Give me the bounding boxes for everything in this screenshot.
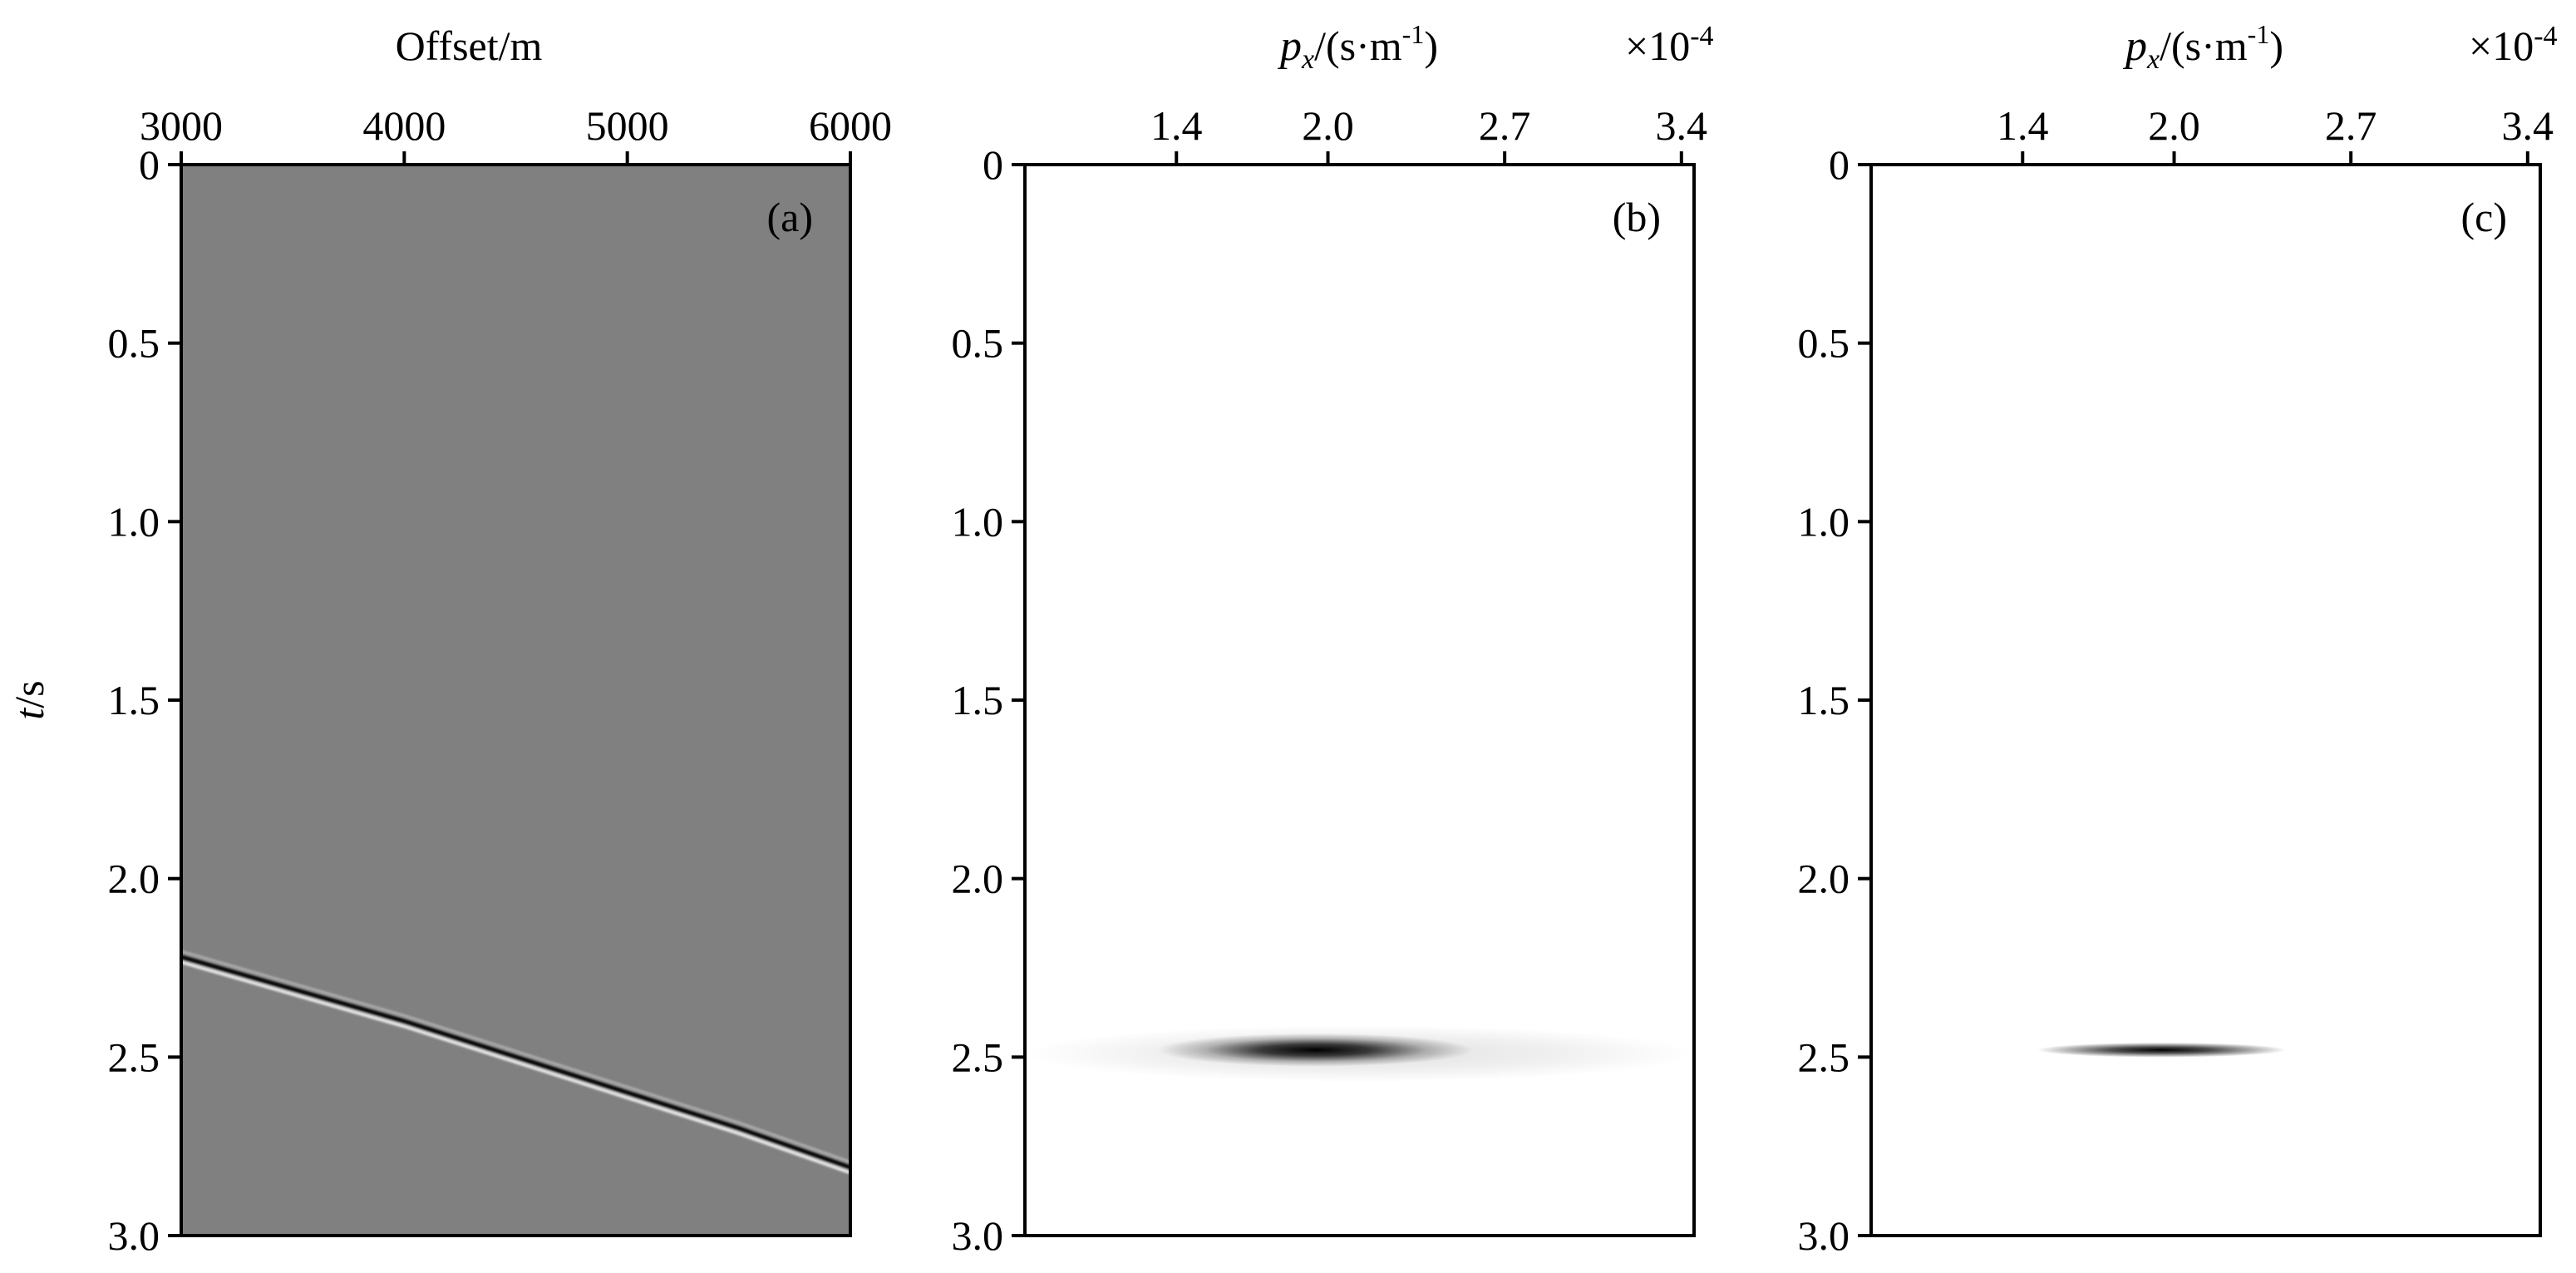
panel-b-xtick-label-1: 2.0 [1302, 102, 1354, 149]
panel-c-xlabel-italic: p [2122, 22, 2147, 70]
panel-a-event-halo-upper [180, 950, 851, 1163]
panel-c-ytick-label-4: 2.0 [1798, 856, 1850, 902]
panel-b-label: (b) [1613, 194, 1661, 240]
panel-b-xlabel-sup: -1 [1402, 19, 1425, 49]
panel-b-xlabel-close: ) [1424, 22, 1438, 69]
panel-a-ytick-label-2: 1.0 [108, 498, 160, 545]
panel-b-xtick-label-2: 2.7 [1479, 102, 1531, 149]
panel-a-xlabel: Offset/m [396, 22, 543, 69]
panel-b-xlabel-italic: p [1277, 22, 1302, 70]
panel-a-xtick-label-3: 6000 [809, 102, 892, 149]
panel-a-ticks: 0 0.5 1.0 1.5 2.0 2.5 3.0 3000 4000 5000 6000 [108, 102, 893, 1259]
panel-b-xlabel-sub: x [1301, 44, 1314, 75]
panel-a-ylabel-rest: /s [6, 680, 52, 708]
panel-b-multiplier-exp: -4 [1690, 21, 1713, 52]
panel-a-ytick-label-1: 0.5 [108, 320, 160, 367]
panel-c-xlabel-rest: /(s·m [2160, 22, 2248, 69]
panel-a-xtick-label-0: 3000 [140, 102, 223, 149]
panel-c-background [1871, 165, 2540, 1236]
panel-a-background [181, 165, 850, 1236]
panel-a-ylabel-italic: t [6, 708, 52, 720]
panel-a-event-peak [180, 960, 851, 1175]
panel-a-xtick-label-2: 5000 [586, 102, 669, 149]
panel-c-xtick-label-1: 2.0 [2148, 102, 2200, 149]
panel-b-ticks: 0 0.5 1.0 1.5 2.0 2.5 3.0 1.4 2.0 2.7 3.4 [952, 102, 1708, 1259]
panel-c-multiplier-exp: -4 [2534, 21, 2557, 52]
panel-b-ytick-label-2: 1.0 [952, 498, 1004, 545]
panel-a-ytick-label-0: 0 [139, 141, 160, 188]
panel-c-xlabel-sub: x [2146, 44, 2160, 75]
panel-c-ytick-label-1: 0.5 [1798, 320, 1850, 367]
panel-c-xtick-label-0: 1.4 [1997, 102, 2049, 149]
panel-c-ytick-label-0: 0 [1829, 141, 1849, 188]
panel-c-xtick-label-3: 3.4 [2502, 102, 2554, 149]
panel-b-multiplier: ×10-4 [1625, 21, 1714, 69]
panel-c-multiplier: ×10-4 [2469, 21, 2558, 69]
panel-a-xtick-label-1: 4000 [362, 102, 446, 149]
panel-b-ytick-label-1: 0.5 [952, 320, 1004, 367]
panel-b-xlabel-rest: /(s·m [1314, 22, 1402, 69]
panel-c-ytick-label-2: 1.0 [1798, 498, 1850, 545]
panel-a-ytick-label-6: 3.0 [108, 1212, 160, 1259]
panel-b-ytick-label-5: 2.5 [952, 1034, 1004, 1080]
panel-c-xlabel-close: ) [2269, 22, 2283, 69]
panel-a-event-trough [180, 955, 851, 1171]
panel-b-ytick-label-3: 1.5 [952, 677, 1004, 723]
panel-a-ytick-label-4: 2.0 [108, 856, 160, 902]
panel-b-xlabel: px/(s·m-1) [1277, 19, 1438, 75]
panel-c-multiplier-base: ×10 [2469, 22, 2534, 69]
panel-a-label: (a) [767, 194, 814, 240]
panel-c-xlabel-sup: -1 [2248, 19, 2270, 49]
panel-b-ytick-label-6: 3.0 [952, 1212, 1004, 1259]
panel-a: 0 0.5 1.0 1.5 2.0 2.5 3.0 3000 4000 5000 6000 Offs… [6, 22, 892, 1259]
panel-b: 00.51.01.52.02.53.01.4 2.0 2.7 3.4 px/(s·m-… [952, 19, 1714, 1259]
panel-a-event [180, 950, 851, 1175]
panel-c-ytick-label-6: 3.0 [1798, 1212, 1850, 1259]
panel-c: 00.51.01.52.02.53.01.4 2.0 2.7 3.4 px/(s·m-… [1798, 19, 2558, 1259]
panel-c-xlabel: px/(s·m-1) [2122, 19, 2283, 75]
panel-c-ytick-label-3: 1.5 [1798, 677, 1850, 723]
panel-a-ytick-label-3: 1.5 [108, 677, 160, 723]
panel-c-ticks: 0 0.5 1.0 1.5 2.0 2.5 3.0 1.4 2.0 2.7 3.4 [1798, 102, 2554, 1259]
panel-a-ytick-label-5: 2.5 [108, 1034, 160, 1080]
panel-b-multiplier-base: ×10 [1625, 22, 1690, 69]
panel-b-ytick-label-0: 0 [983, 141, 1003, 188]
panel-c-label: (c) [2461, 194, 2508, 240]
panel-b-ytick-label-4: 2.0 [952, 856, 1004, 902]
panel-c-xtick-label-2: 2.7 [2325, 102, 2377, 149]
panel-c-ytick-label-5: 2.5 [1798, 1034, 1850, 1080]
panel-b-event-blob [1157, 1033, 1474, 1067]
panel-b-xtick-label-3: 3.4 [1656, 102, 1708, 149]
panel-c-event-blob [2037, 1042, 2287, 1058]
panel-a-ylabel: t/s [6, 680, 52, 719]
panel-b-xtick-label-0: 1.4 [1150, 102, 1203, 149]
